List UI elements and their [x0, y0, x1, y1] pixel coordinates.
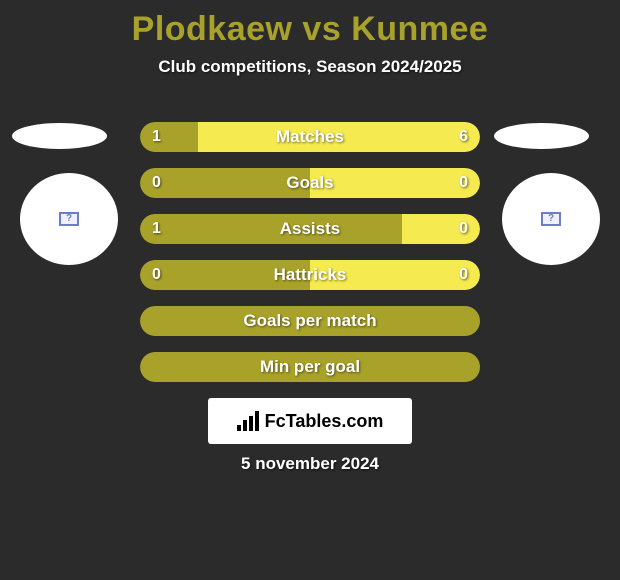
stat-row: 00Hattricks [140, 260, 480, 290]
crest-icon [59, 212, 79, 226]
date-stamp: 5 november 2024 [0, 454, 620, 474]
stat-label: Min per goal [140, 352, 480, 382]
branding-main: Tables [286, 411, 342, 431]
branding-bar [237, 425, 241, 431]
player-shape-top_right [494, 123, 589, 149]
subtitle: Club competitions, Season 2024/2025 [0, 57, 620, 77]
stat-row: 10Assists [140, 214, 480, 244]
branding-bar [243, 420, 247, 431]
branding-bar [249, 416, 253, 431]
stat-label: Assists [140, 214, 480, 244]
player-shape-big_right [502, 173, 600, 265]
stat-row: Goals per match [140, 306, 480, 336]
title-vs: vs [292, 10, 351, 48]
bars-icon [237, 411, 259, 431]
stat-label: Goals per match [140, 306, 480, 336]
page-title: Plodkaew vs Kunmee [0, 0, 620, 49]
stat-row: 00Goals [140, 168, 480, 198]
stats-container: 16Matches 00Goals 10Assists 00Hattricks Goal… [140, 122, 480, 398]
branding-prefix: Fc [265, 411, 286, 431]
player-shape-big_left [20, 173, 118, 265]
title-left: Plodkaew [132, 10, 293, 48]
stat-row: Min per goal [140, 352, 480, 382]
stat-label: Hattricks [140, 260, 480, 290]
player-shape-top_left [12, 123, 107, 149]
stat-row: 16Matches [140, 122, 480, 152]
stat-label: Matches [140, 122, 480, 152]
branding-bar [255, 411, 259, 431]
crest-icon [541, 212, 561, 226]
stat-label: Goals [140, 168, 480, 198]
branding-text: FcTables.com [265, 411, 384, 432]
branding-suffix: .com [341, 411, 383, 431]
branding-badge: FcTables.com [208, 398, 412, 444]
title-right: Kunmee [351, 10, 488, 48]
